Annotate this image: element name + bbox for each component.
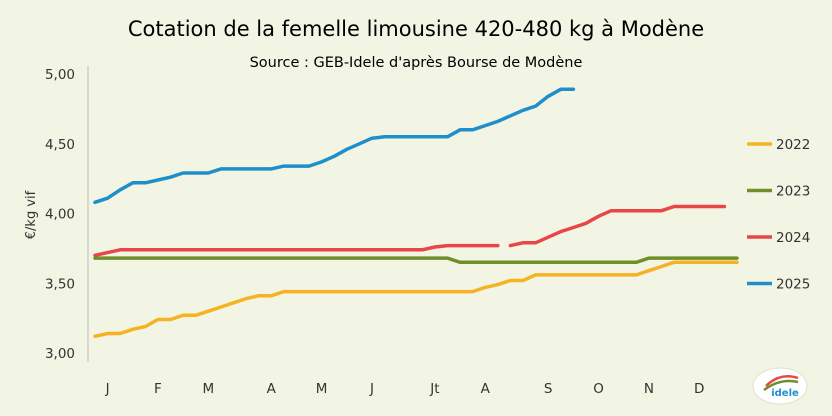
series-line-2022 [93,260,739,339]
x-tick-label: N [644,381,654,397]
y-tick-label: 4,50 [45,137,75,153]
legend-label-2023: 2023 [776,184,810,200]
legend-label-2025: 2025 [776,277,810,293]
x-tick-label: A [267,381,277,397]
x-tick-label: F [154,381,162,397]
x-tick-label: M [316,381,328,397]
x-tick-label: J [105,381,110,397]
legend-label-2022: 2022 [776,137,810,153]
x-tick-labels: J F M A M J Jt A S O N D [105,381,705,397]
x-tick-label: J [369,381,374,397]
y-tick-label: 3,00 [45,346,75,362]
y-tick-labels: 3,00 3,50 4,00 4,50 5,00 [45,67,75,362]
legend: 2022 2023 2024 2025 [747,137,810,293]
series-line-2024 [93,243,500,258]
series-line-2025 [93,87,576,205]
x-tick-label: Jt [429,381,439,397]
idele-logo: idele [752,367,808,405]
y-tick-label: 3,50 [45,276,75,292]
series-line-2024 [508,204,727,248]
x-tick-label: S [544,381,553,397]
legend-label-2024: 2024 [776,230,810,246]
x-tick-label: A [481,381,491,397]
y-tick-label: 4,00 [45,207,75,223]
series-lines [93,87,739,339]
y-axis-label: €/kg vif [24,190,39,239]
x-tick-label: M [202,381,214,397]
x-tick-label: O [593,381,604,397]
y-tick-label: 5,00 [45,67,75,83]
series-line-2023 [93,256,739,265]
chart-subtitle: Source : GEB-Idele d'après Bourse de Mod… [250,55,583,71]
x-tick-label: D [694,381,704,397]
svg-text:idele: idele [771,388,799,399]
chart-title: Cotation de la femelle limousine 420-480… [128,17,704,41]
